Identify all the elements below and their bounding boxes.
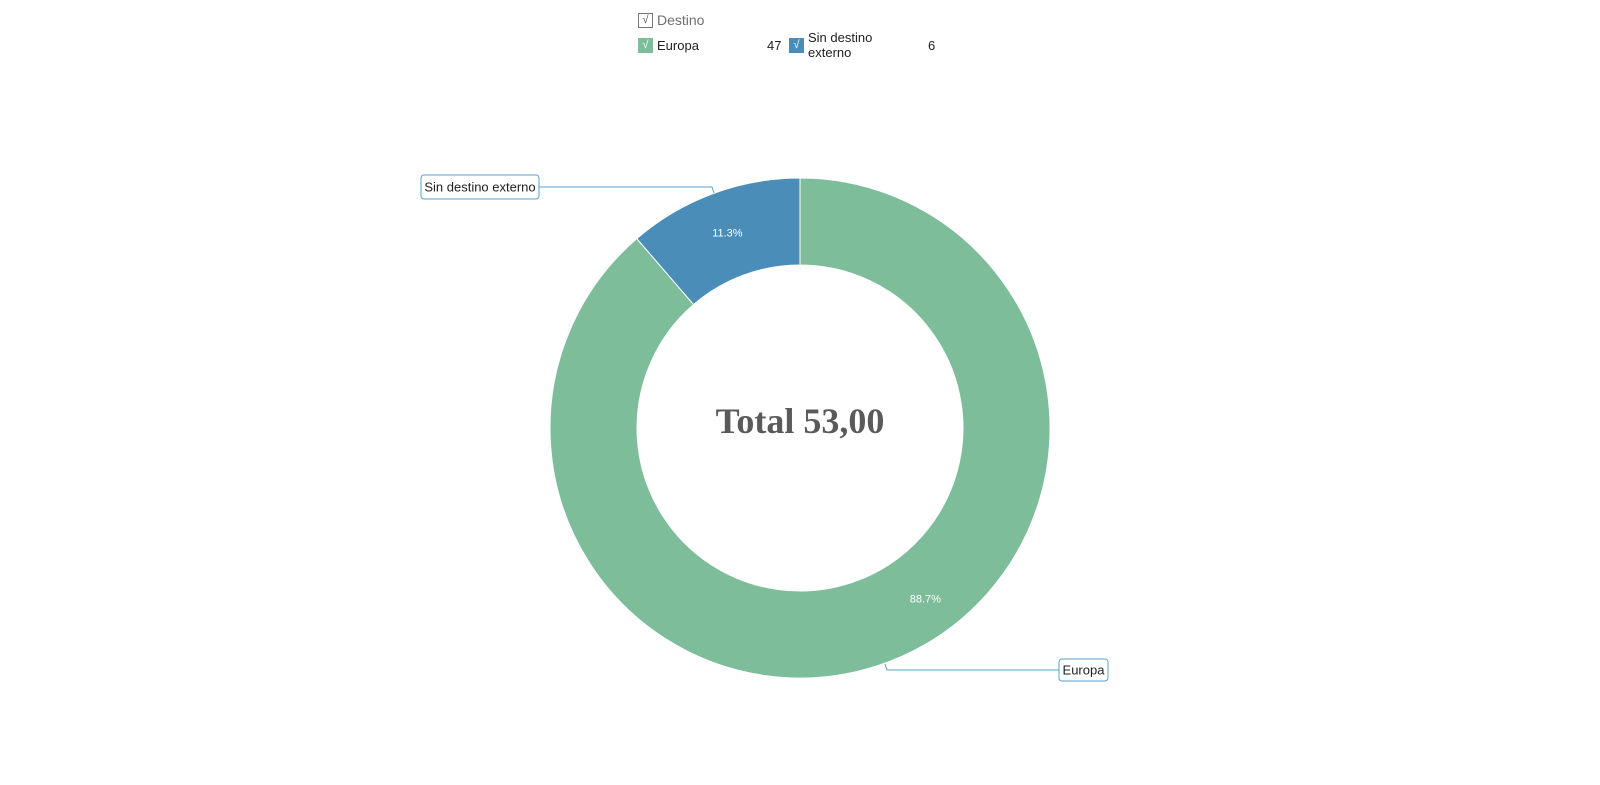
legend-checkbox-sin-destino-externo[interactable]: √ bbox=[789, 37, 804, 53]
legend-item-europa[interactable]: √ Europa 47 bbox=[638, 37, 789, 53]
slice-europa[interactable] bbox=[549, 177, 1051, 679]
chart-legend: √ Destino √ Europa 47 √ Sin destino exte… bbox=[638, 10, 935, 60]
legend-header-checkbox[interactable]: √ bbox=[638, 12, 653, 28]
leader-line-europa bbox=[884, 663, 1059, 671]
legend-header-title: Destino bbox=[657, 12, 705, 28]
legend-label-sin-destino-externo: Sin destino externo bbox=[808, 30, 873, 60]
callout-sin-destino-externo: Sin destino externo bbox=[420, 174, 715, 200]
donut-slices bbox=[549, 177, 1051, 679]
legend-checkbox-europa[interactable]: √ bbox=[638, 37, 653, 53]
percent-label-europa: 88.7% bbox=[910, 593, 941, 605]
callout-text-sin-destino-externo: Sin destino externo bbox=[424, 180, 535, 195]
percent-labels: 88.7% 11.3% bbox=[712, 228, 941, 606]
callout-box-europa bbox=[1058, 658, 1109, 682]
callout-text-europa: Europa bbox=[1063, 663, 1106, 678]
leader-line-sin-destino-externo bbox=[539, 186, 715, 194]
legend-item-sin-destino-externo[interactable]: √ Sin destino externo 6 bbox=[789, 30, 935, 60]
callout-labels: Europa Sin destino externo bbox=[420, 174, 1109, 682]
callout-europa: Europa bbox=[884, 658, 1109, 682]
percent-label-sin-destino-externo: 11.3% bbox=[712, 228, 743, 240]
legend-value-sin-destino-externo: 6 bbox=[928, 37, 936, 53]
center-total-label: Total 53,00 bbox=[716, 401, 885, 441]
legend-header[interactable]: √ Destino bbox=[638, 10, 935, 30]
callout-box-sin-destino-externo bbox=[420, 174, 540, 200]
legend-label-europa: Europa bbox=[657, 37, 699, 53]
slice-sin-destino-externo[interactable] bbox=[636, 177, 801, 306]
